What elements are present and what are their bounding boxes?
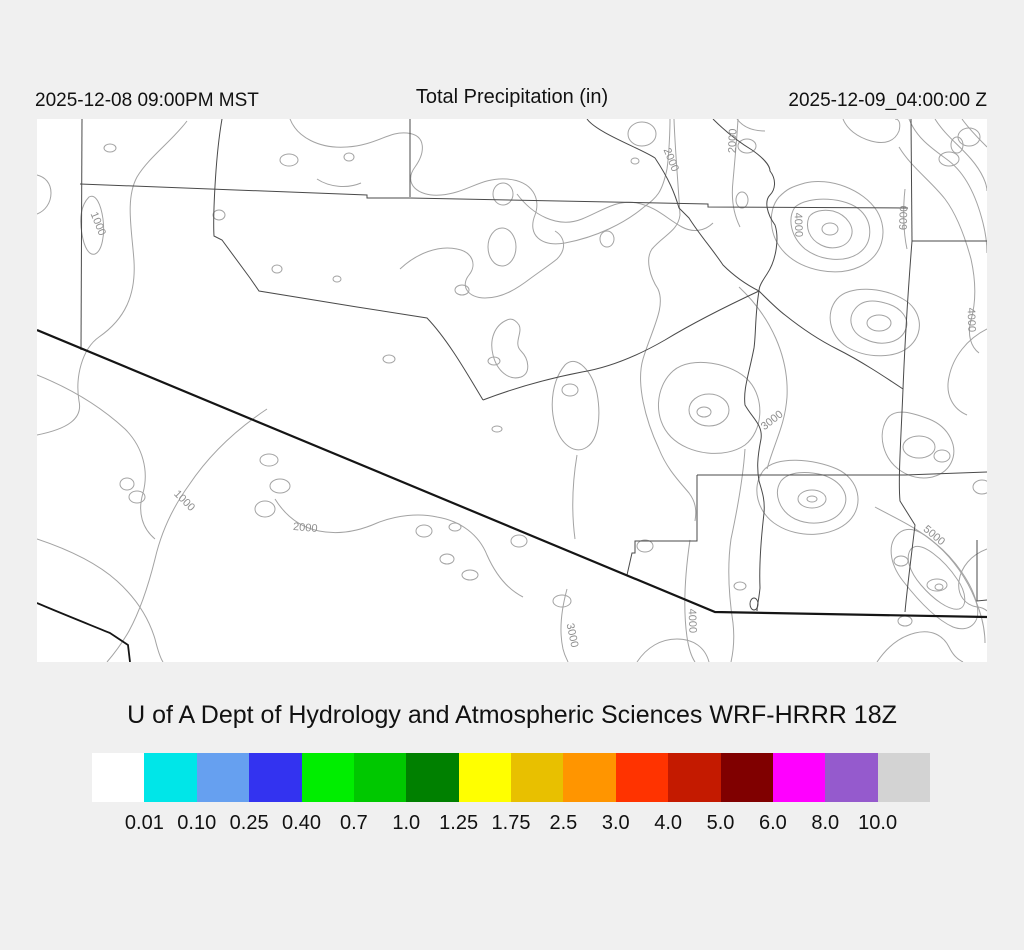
colorbar-swatch <box>92 753 145 802</box>
colorbar-swatch <box>458 753 511 802</box>
colorbar-swatch <box>196 753 250 802</box>
contour-elevation-label: 4000 <box>792 212 805 237</box>
contour-elevation-label: 6000 <box>898 205 911 230</box>
colorbar-swatch <box>877 753 930 802</box>
contour-elevation-label: 4000 <box>686 608 699 633</box>
state-boundary-lines <box>37 328 987 662</box>
colorbar-tick-label: 0.25 <box>229 812 269 834</box>
colorbar-tick-label: 0.7 <box>339 812 368 834</box>
colorbar-swatch <box>144 753 197 802</box>
colorbar-swatch <box>772 753 826 802</box>
colorbar-swatch <box>511 753 564 802</box>
colorbar-tick-label: 1.75 <box>491 812 531 834</box>
colorbar-swatch <box>353 753 407 802</box>
colorbar-tick-label: 2.5 <box>549 812 578 834</box>
contour-elevation-label: 3000 <box>564 622 581 648</box>
valid-time-utc: 2025-12-09_04:00:00 Z <box>788 90 987 111</box>
map-canvas: 1000 1000 2000 2000 2000 3000 3000 4000 4000 4000… <box>37 119 987 662</box>
contour-labels-layer: 1000 1000 2000 2000 2000 3000 3000 4000 4000 4000… <box>88 128 978 648</box>
contour-elevation-label: 5000 <box>921 523 947 548</box>
precipitation-colorbar <box>92 753 930 802</box>
colorbar-swatch <box>825 753 878 802</box>
colorbar-swatch <box>668 753 721 802</box>
contour-elevation-label: 1000 <box>88 210 108 237</box>
colorbar-tick-label: 3.0 <box>601 812 630 834</box>
colorbar-tick-label: 4.0 <box>654 812 683 834</box>
valid-time-local: 2025-12-08 09:00PM MST <box>35 90 259 111</box>
colorbar-tick-label: 10.0 <box>858 812 898 834</box>
contour-elevation-label: 2000 <box>661 146 681 173</box>
colorbar-swatch <box>563 753 616 802</box>
colorbar-tick-label: 5.0 <box>706 812 735 834</box>
contour-elevation-label: 4000 <box>965 307 978 332</box>
colorbar-tick-label: 6.0 <box>758 812 787 834</box>
colorbar-swatch <box>406 753 459 802</box>
credit-title: U of A Dept of Hydrology and Atmospheric… <box>127 701 897 729</box>
colorbar-swatch <box>720 753 773 802</box>
plot-title: Total Precipitation (in) <box>415 86 609 108</box>
contour-elevation-label: 2000 <box>727 128 740 153</box>
colorbar-tick-label: 1.0 <box>392 812 421 834</box>
colorbar-tick-label: 8.0 <box>811 812 840 834</box>
contour-elevation-label: 3000 <box>759 408 786 433</box>
contour-elevation-label: 2000 <box>293 521 318 535</box>
precipitation-map: 1000 1000 2000 2000 2000 3000 3000 4000 4000 4000… <box>37 119 987 662</box>
colorbar-tick-label: 0.10 <box>177 812 217 834</box>
colorbar-tick-label: 0.40 <box>282 812 321 834</box>
colorbar-swatch <box>249 753 302 802</box>
colorbar-swatch <box>301 753 354 802</box>
colorbar-tick-label: 0.01 <box>124 812 164 834</box>
colorbar-tick-label: 1.25 <box>439 812 479 834</box>
contour-elevation-label: 1000 <box>171 488 197 514</box>
colorbar-swatch <box>615 753 669 802</box>
colorbar-tick-labels: 0.01 0.10 0.25 0.40 0.7 1.0 1.25 1.75 2.5 3.0 4.0 5… <box>92 812 930 836</box>
county-boundary-lines <box>79 119 987 613</box>
terrain-contour-lines <box>37 119 987 662</box>
